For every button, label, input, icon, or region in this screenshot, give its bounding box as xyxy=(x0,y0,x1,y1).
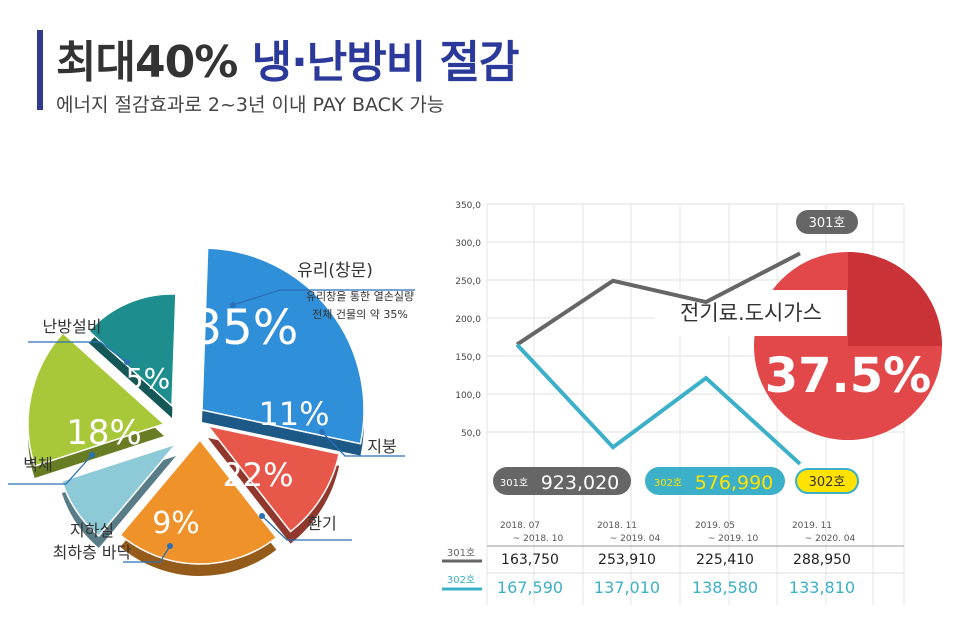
x-category-label: 2019. 11 xyxy=(792,521,832,531)
series-line xyxy=(515,251,801,347)
pie-leader-dot xyxy=(230,302,236,308)
y-tick-label: 200,0 xyxy=(455,315,481,325)
percent-circle-shade xyxy=(848,252,942,346)
y-tick-label: 350,0 xyxy=(455,201,481,211)
pie-slice-label: 벽체 xyxy=(23,455,52,474)
table-row-key: 302호 xyxy=(447,574,475,586)
total-pill-label: 302호 xyxy=(654,477,682,489)
y-tick-label: 250,0 xyxy=(455,277,481,287)
pie-leader-line xyxy=(123,545,171,563)
pie-leader-line xyxy=(28,341,128,363)
total-pill xyxy=(493,467,631,495)
series-line xyxy=(515,343,802,466)
pie-leader-line xyxy=(8,454,93,485)
table-cell-value: 137,010 xyxy=(594,578,660,597)
pie-leader-dot xyxy=(89,452,95,458)
pie-slice-label: 지하실 xyxy=(70,521,114,540)
x-category-label: ~ 2020. 04 xyxy=(805,534,856,544)
table-cell-value: 163,750 xyxy=(501,552,559,568)
pie-slice-value: 22% xyxy=(222,456,293,494)
pie-slice-label: 최하층 바닥 xyxy=(53,543,132,562)
pie-slice xyxy=(60,442,179,537)
pie-leader-dot xyxy=(319,429,325,435)
table-cell-value: 225,410 xyxy=(696,552,754,568)
pie-leader-dot xyxy=(259,513,265,519)
pie-slice-label: 지붕 xyxy=(367,437,396,456)
total-pill-value: 576,990 xyxy=(695,472,774,494)
series-badge-bg xyxy=(796,210,858,234)
series-badge-label: 302호 xyxy=(809,475,846,490)
total-pill xyxy=(645,467,785,495)
pie-slice-label: 난방설비 xyxy=(43,317,102,336)
x-category-label: 2019. 05 xyxy=(695,521,735,531)
table-cell-value: 253,910 xyxy=(598,552,656,568)
x-category-label: ~ 2019. 10 xyxy=(708,534,759,544)
pie-slice-label: 환기 xyxy=(307,514,336,533)
pie-slice xyxy=(201,247,365,445)
table-cell-value: 138,580 xyxy=(692,578,758,597)
y-tick-label: 150,0 xyxy=(455,353,481,363)
table-cell-value: 288,950 xyxy=(793,552,851,568)
title-dark: 최대40% xyxy=(56,37,238,88)
pie-slice-value: 18% xyxy=(66,413,142,453)
pie-leader-line xyxy=(261,515,352,541)
total-pill-label: 301호 xyxy=(500,477,528,489)
percent-value: 37.5% xyxy=(765,348,932,404)
title-accent-bar xyxy=(37,30,43,110)
pie-slice-label: 유리(창문) xyxy=(297,261,373,281)
pie-slice-note: 유리창을 통한 열손실량 xyxy=(306,290,414,303)
pie-slice xyxy=(206,424,340,533)
y-tick-label: 50,0 xyxy=(461,429,481,439)
x-category-label: 2018. 07 xyxy=(500,521,540,531)
table-cell-value: 133,810 xyxy=(789,578,855,597)
pie-leader-line xyxy=(321,431,405,457)
pie-slice-note: 전체 건물의 약 35% xyxy=(312,307,408,321)
y-tick-label: 300,0 xyxy=(455,239,481,249)
annotation-text: 전기료.도시가스 xyxy=(680,301,822,325)
table-row-key: 301호 xyxy=(447,547,475,559)
x-category-label: 2018. 11 xyxy=(597,521,637,531)
pie-leader-dot xyxy=(167,543,173,549)
pie-slice xyxy=(87,293,177,408)
title-blue: 냉·난방비 절감 xyxy=(251,37,520,88)
y-tick-label: 100,0 xyxy=(455,391,481,401)
series-badge-bg xyxy=(795,468,859,494)
pie-slice-value: 11% xyxy=(258,395,329,433)
pie-leader-line xyxy=(232,289,415,306)
page-title: 최대40% 냉·난방비 절감 xyxy=(56,26,520,90)
x-category-label: ~ 2019. 04 xyxy=(610,534,661,544)
table-cell-value: 167,590 xyxy=(497,578,563,597)
total-pill-value: 923,020 xyxy=(541,472,620,494)
pie-slice xyxy=(119,438,278,565)
x-category-label: ~ 2018. 10 xyxy=(513,534,564,544)
pie-slice-value: 5% xyxy=(126,362,170,395)
pie-slice-value: 35% xyxy=(192,300,299,356)
page-subtitle: 에너지 절감효과로 2~3년 이내 PAY BACK 가능 xyxy=(56,94,445,116)
series-badge-label: 301호 xyxy=(809,216,846,231)
pie-slice-value: 9% xyxy=(152,506,200,541)
pie-leader-dot xyxy=(124,359,130,365)
